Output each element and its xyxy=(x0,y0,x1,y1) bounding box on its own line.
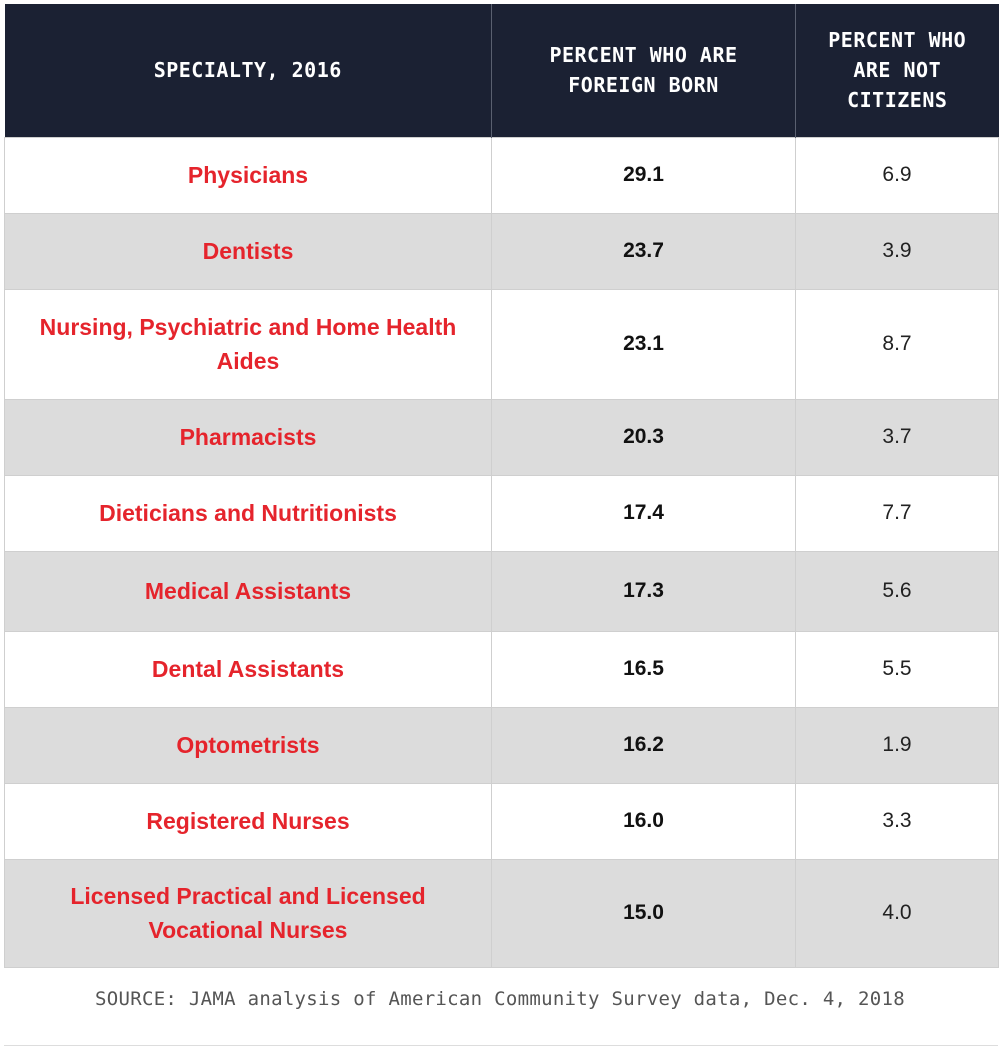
table-row: Dentists 23.7 3.9 xyxy=(4,212,999,290)
cell-specialty: Optometrists xyxy=(4,706,492,784)
cell-specialty: Pharmacists xyxy=(4,398,492,476)
header-foreign-born: PERCENT WHO ARE FOREIGN BORN xyxy=(491,4,796,137)
table-row: Pharmacists 20.3 3.7 xyxy=(4,398,999,476)
table-header-row: SPECIALTY, 2016 PERCENT WHO ARE FOREIGN … xyxy=(4,4,999,137)
header-not-citizens: PERCENT WHO ARE NOT CITIZENS xyxy=(795,4,999,137)
source-note: SOURCE: JAMA analysis of American Commun… xyxy=(95,988,905,1010)
table-row: Dieticians and Nutritionists 17.4 7.7 xyxy=(4,474,999,552)
cell-specialty: Nursing, Psychiatric and Home Health Aid… xyxy=(4,288,492,400)
table-row: Nursing, Psychiatric and Home Health Aid… xyxy=(4,288,999,400)
table-row: Optometrists 16.2 1.9 xyxy=(4,706,999,784)
cell-not-citizens: 8.7 xyxy=(795,288,999,400)
cell-foreign-born: 16.5 xyxy=(491,630,796,708)
header-specialty: SPECIALTY, 2016 xyxy=(4,4,492,137)
cell-foreign-born: 17.4 xyxy=(491,474,796,552)
cell-foreign-born: 23.1 xyxy=(491,288,796,400)
cell-not-citizens: 7.7 xyxy=(795,474,999,552)
cell-specialty: Licensed Practical and Licensed Vocation… xyxy=(4,858,492,968)
cell-specialty: Dental Assistants xyxy=(4,630,492,708)
cell-foreign-born: 29.1 xyxy=(491,136,796,214)
cell-not-citizens: 3.3 xyxy=(795,782,999,860)
cell-not-citizens: 4.0 xyxy=(795,858,999,968)
cell-specialty: Physicians xyxy=(4,136,492,214)
cell-foreign-born: 17.3 xyxy=(491,550,796,632)
cell-not-citizens: 3.9 xyxy=(795,212,999,290)
cell-specialty: Dentists xyxy=(4,212,492,290)
cell-foreign-born: 16.0 xyxy=(491,782,796,860)
bottom-divider xyxy=(4,1045,998,1046)
cell-specialty: Dieticians and Nutritionists xyxy=(4,474,492,552)
table-row: Medical Assistants 17.3 5.6 xyxy=(4,550,999,632)
cell-not-citizens: 5.6 xyxy=(795,550,999,632)
cell-not-citizens: 6.9 xyxy=(795,136,999,214)
cell-foreign-born: 20.3 xyxy=(491,398,796,476)
cell-not-citizens: 1.9 xyxy=(795,706,999,784)
cell-foreign-born: 23.7 xyxy=(491,212,796,290)
cell-specialty: Medical Assistants xyxy=(4,550,492,632)
cell-specialty: Registered Nurses xyxy=(4,782,492,860)
data-table-container: SPECIALTY, 2016 PERCENT WHO ARE FOREIGN … xyxy=(4,4,999,968)
cell-foreign-born: 15.0 xyxy=(491,858,796,968)
table-row: Registered Nurses 16.0 3.3 xyxy=(4,782,999,860)
specialty-table: SPECIALTY, 2016 PERCENT WHO ARE FOREIGN … xyxy=(4,4,999,968)
cell-not-citizens: 5.5 xyxy=(795,630,999,708)
table-row: Dental Assistants 16.5 5.5 xyxy=(4,630,999,708)
cell-not-citizens: 3.7 xyxy=(795,398,999,476)
table-row: Licensed Practical and Licensed Vocation… xyxy=(4,858,999,968)
table-row: Physicians 29.1 6.9 xyxy=(4,136,999,214)
cell-foreign-born: 16.2 xyxy=(491,706,796,784)
